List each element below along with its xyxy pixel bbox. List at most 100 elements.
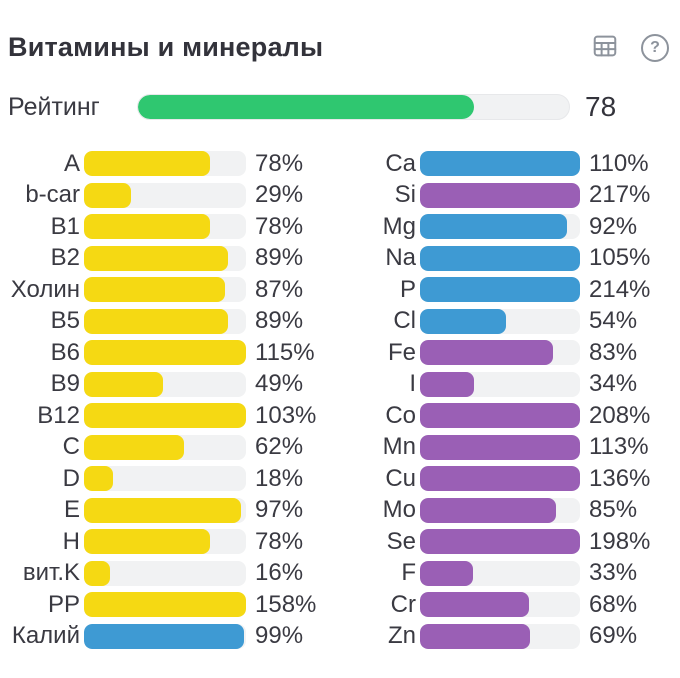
nutrient-bar-track [420, 245, 580, 271]
nutrient-row: Cl 54% [340, 306, 680, 338]
nutrient-bar-track [420, 403, 580, 429]
nutrient-label: b-car [25, 181, 80, 209]
nutrient-bar-fill [420, 308, 507, 334]
nutrient-value: 62% [255, 433, 304, 461]
nutrient-row: B2 89% [0, 243, 340, 275]
header-icons: ? [590, 33, 670, 63]
nutrient-value: 115% [255, 338, 315, 366]
nutrient-label: I [409, 370, 416, 398]
nutrient-bar-fill [420, 497, 556, 523]
nutrient-bar-track [84, 371, 246, 397]
nutrient-label: B9 [50, 370, 80, 398]
nutrient-bar-fill [420, 560, 473, 586]
nutrient-bar-track [84, 434, 246, 460]
nutrient-value: 217% [589, 181, 651, 209]
nutrient-bar-track [420, 529, 580, 555]
nutrient-value: 54% [589, 307, 638, 335]
nutrient-bar-track [84, 529, 246, 555]
nutrient-label: PP [47, 590, 80, 618]
nutrient-bar-track [84, 214, 246, 240]
nutrient-bar-track [420, 434, 580, 460]
nutrient-label: D [62, 464, 80, 492]
nutrient-value: 113% [589, 433, 649, 461]
nutrient-bar-track [420, 151, 580, 177]
nutrient-label: Zn [387, 622, 416, 650]
nutrient-row: B12 103% [0, 400, 340, 432]
nutrient-bar-track [420, 214, 580, 240]
help-button[interactable]: ? [640, 33, 670, 63]
nutrient-bar-track [84, 340, 246, 366]
nutrient-value: 105% [589, 244, 651, 272]
nutrient-label: Cr [390, 590, 416, 618]
nutrient-value: 33% [589, 559, 638, 587]
nutrient-value: 78% [255, 527, 304, 555]
nutrient-row: Cr 68% [340, 589, 680, 621]
nutrient-bar-fill [84, 403, 246, 429]
nutrient-bar-track [420, 466, 580, 492]
table-view-button[interactable] [590, 33, 620, 63]
nutrient-label: B2 [50, 244, 80, 272]
nutrient-row: Co 208% [340, 400, 680, 432]
nutrient-bar-fill [420, 340, 553, 366]
nutrient-row: C 62% [0, 432, 340, 464]
nutrient-bar-fill [84, 623, 245, 649]
nutrient-bar-track [420, 340, 580, 366]
nutrient-bar-fill [84, 592, 246, 618]
nutrient-bar-track [420, 371, 580, 397]
nutrient-bar-fill [84, 466, 114, 492]
nutrient-value: 78% [255, 212, 304, 240]
nutrient-bar-fill [84, 308, 229, 334]
nutrient-row: B6 115% [0, 337, 340, 369]
nutrient-row: D 18% [0, 463, 340, 495]
nutrient-value: 68% [589, 590, 638, 618]
nutrient-label: B5 [50, 307, 80, 335]
nutrient-label: Se [386, 527, 416, 555]
nutrient-label: Калий [11, 622, 80, 650]
nutrient-bar-fill [84, 245, 229, 271]
nutrient-value: 89% [255, 307, 304, 335]
page-title: Витамины и минералы [8, 32, 324, 62]
nutrient-bar-track [420, 560, 580, 586]
nutrient-row: P 214% [340, 274, 680, 306]
nutrient-value: 29% [255, 181, 304, 209]
nutrient-label: Cl [393, 307, 416, 335]
nutrient-row: вит.K 16% [0, 558, 340, 590]
nutrient-row: E 97% [0, 495, 340, 527]
nutrient-bar-fill [420, 434, 580, 460]
nutrient-label: Холин [10, 275, 80, 303]
nutrient-value: 89% [255, 244, 304, 272]
rating-bar-track [137, 94, 570, 120]
nutrient-row: Se 198% [340, 526, 680, 558]
nutrient-bar-fill [420, 277, 580, 303]
nutrient-bar-track [84, 308, 246, 334]
nutrient-row: Na 105% [340, 243, 680, 275]
nutrient-value: 208% [589, 401, 651, 429]
nutrient-row: Калий 99% [0, 621, 340, 653]
nutrient-value: 85% [589, 496, 638, 524]
nutrient-row: Ca 110% [340, 148, 680, 180]
nutrient-label: Mg [382, 212, 416, 240]
nutrient-bar-track [84, 592, 246, 618]
nutrient-label: H [62, 527, 80, 555]
nutrient-value: 214% [589, 275, 651, 303]
nutrient-label: Cu [385, 464, 416, 492]
nutrient-bar-track [84, 623, 246, 649]
nutrient-value: 16% [255, 559, 304, 587]
nutrient-bar-fill [84, 497, 242, 523]
rating-label: Рейтинг [8, 92, 100, 121]
nutrient-bar-track [84, 245, 246, 271]
nutrient-value: 92% [589, 212, 638, 240]
nutrient-value: 49% [255, 370, 304, 398]
nutrient-row: PP 158% [0, 589, 340, 621]
nutrient-bar-track [84, 403, 246, 429]
nutrient-value: 103% [255, 401, 317, 429]
minerals-column: Ca 110% Si 217% Mg 92% Na 105% P 214% Cl 54% Fe 83% I 3… [340, 148, 680, 652]
nutrient-bar-fill [420, 151, 580, 177]
nutrient-bar-fill [84, 277, 225, 303]
nutrient-row: b-car 29% [0, 180, 340, 212]
nutrient-label: Co [385, 401, 416, 429]
nutrient-bar-fill [84, 560, 110, 586]
nutrient-bar-fill [420, 623, 531, 649]
rating-value: 78 [585, 91, 617, 122]
nutrient-row: Mg 92% [340, 211, 680, 243]
